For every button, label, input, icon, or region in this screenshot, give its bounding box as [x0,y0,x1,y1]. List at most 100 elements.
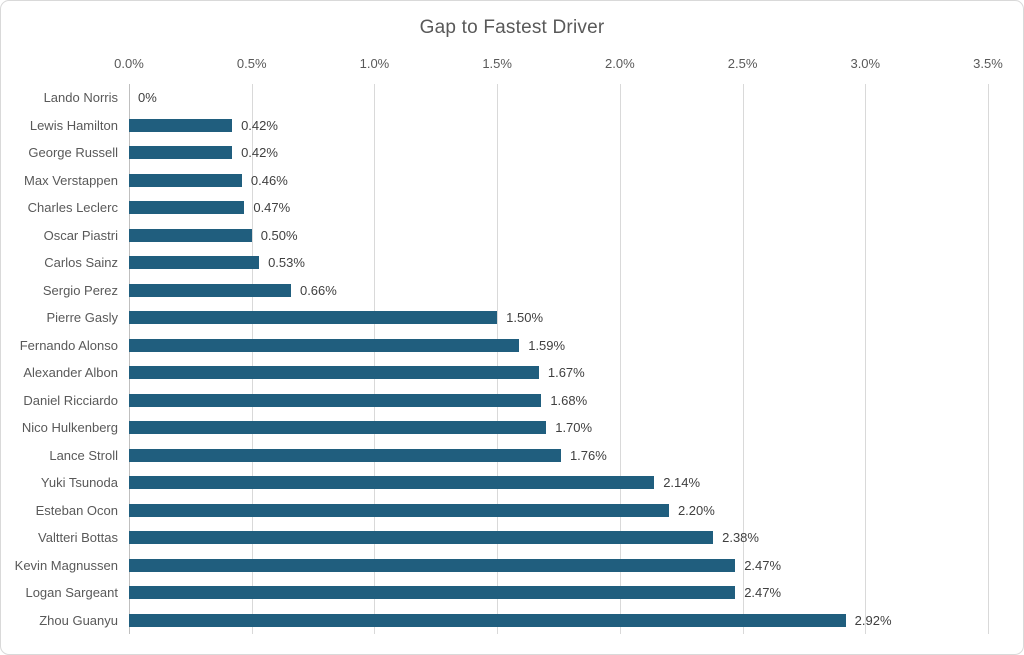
bar [129,503,669,517]
chart-row: Charles Leclerc 0.47% [1,194,1023,222]
data-label: 2.47% [744,557,782,573]
data-label: 1.68% [550,392,588,408]
gridline [988,84,989,634]
chart-row: Alexander Albon 1.67% [1,359,1023,387]
x-tick-label: 1.5% [482,56,512,71]
x-tick-label: 0.5% [236,56,267,71]
category-label: Alexander Albon [23,365,118,381]
chart-title: Gap to Fastest Driver [419,17,605,38]
data-label: 1.70% [555,420,593,436]
data-label: 0% [138,90,157,106]
category-label: Esteban Ocon [35,502,118,518]
x-tick-label: 2.0% [605,56,635,71]
data-label: 2.38% [722,530,759,546]
data-label: 2.92% [854,612,892,628]
data-label: 0.50% [260,227,298,243]
data-label: 2.20% [677,502,715,518]
bar [129,201,245,215]
gridline [251,84,253,634]
data-label: 2.47% [744,585,782,601]
bar [129,311,498,325]
data-label: 0.42% [241,117,278,133]
gridline [865,84,867,634]
gridline [497,84,499,634]
chart-row: Daniel Ricciardo 1.68% [1,387,1023,415]
bar [129,448,561,462]
bar [129,366,539,380]
chart-row: Oscar Piastri 0.50% [1,222,1023,250]
bar [129,613,846,627]
category-label: Zhou Guanyu [39,612,118,628]
chart-row: Lewis Hamilton 0.42% [1,112,1023,140]
bar [129,393,542,407]
bar [129,558,736,572]
bar [129,283,291,297]
bar-rows: Lando Norris 0% Lewis Hamilton 0.42% George … [1,84,1023,634]
category-label: Max Verstappen [24,172,118,188]
x-axis: 0.0% 0.5% 1.0% 1.5% 2.0% 2.5% 3.0% 3.5% [1,56,1023,72]
chart-row: Lance Stroll 1.76% [1,442,1023,470]
plot-area [129,84,989,634]
x-tick-label: 0.0% [114,56,144,71]
data-label: 0.42% [241,145,278,161]
chart-row: Valtteri Bottas 2.38% [1,524,1023,552]
category-label: Pierre Gasly [46,310,118,326]
bar [129,586,736,600]
data-label: 1.67% [547,365,585,381]
category-label: Nico Hulkenberg [21,420,118,436]
data-label: 1.76% [569,447,607,463]
gridline [374,84,376,634]
data-label: 0.47% [253,200,291,216]
category-label: Oscar Piastri [43,227,118,243]
chart-row: Lando Norris 0% [1,84,1023,112]
chart-row: George Russell 0.42% [1,139,1023,167]
chart-row: Kevin Magnussen 2.47% [1,552,1023,580]
category-label: Kevin Magnussen [14,557,118,573]
bar [129,421,547,435]
category-label: Sergio Perez [42,282,118,298]
chart-row: Yuki Tsunoda 2.14% [1,469,1023,497]
chart-row: Sergio Perez 0.66% [1,277,1023,305]
chart-row: Pierre Gasly 1.50% [1,304,1023,332]
category-label: Charles Leclerc [27,200,118,216]
category-label: Fernando Alonso [19,337,118,353]
bar [129,118,233,132]
category-label: Yuki Tsunoda [40,475,118,491]
bar [129,531,714,545]
bar [129,476,655,490]
chart-row: Zhou Guanyu 2.92% [1,607,1023,635]
x-tick-label: 2.5% [727,56,758,71]
bar [129,256,260,270]
data-label: 1.59% [528,337,566,353]
category-label: Lewis Hamilton [29,117,118,133]
chart-row: Logan Sargeant 2.47% [1,579,1023,607]
bar [129,146,233,160]
category-label: Valtteri Bottas [38,530,118,546]
chart-row: Esteban Ocon 2.20% [1,497,1023,525]
bar [129,338,520,352]
chart-row: Nico Hulkenberg 1.70% [1,414,1023,442]
x-tick-label: 3.5% [973,56,1003,71]
category-label: Logan Sargeant [25,585,118,601]
category-label: Carlos Sainz [44,255,118,271]
value-axis-line [129,84,130,634]
category-label: Daniel Ricciardo [23,392,118,408]
chart-row: Carlos Sainz 0.53% [1,249,1023,277]
category-label: Lance Stroll [49,447,118,463]
chart-row: Fernando Alonso 1.59% [1,332,1023,360]
data-label: 0.46% [250,172,288,188]
gridline [619,84,621,634]
data-label: 2.14% [663,475,701,491]
category-label: Lando Norris [43,90,118,106]
bar [129,228,252,242]
chart-row: Max Verstappen 0.46% [1,167,1023,195]
data-label: 1.50% [506,310,544,326]
x-tick-label: 3.0% [850,56,881,71]
data-label: 0.53% [268,255,305,271]
category-label: George Russell [28,145,118,161]
gridline [742,84,744,634]
x-tick-label: 1.0% [359,56,390,71]
data-label: 0.66% [299,282,337,298]
bar [129,173,242,187]
